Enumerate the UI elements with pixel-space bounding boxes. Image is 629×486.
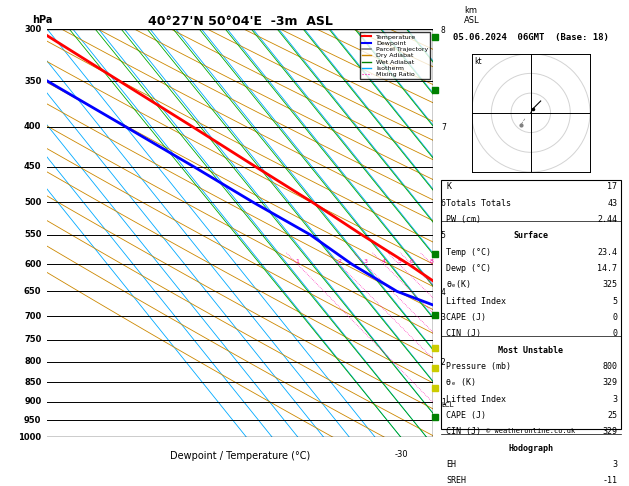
Text: 650: 650 xyxy=(24,287,42,296)
Text: Hodograph: Hodograph xyxy=(508,444,554,452)
Text: hPa: hPa xyxy=(31,15,52,25)
Text: 4: 4 xyxy=(382,259,386,264)
Text: 8: 8 xyxy=(430,259,434,264)
Text: 325: 325 xyxy=(602,280,617,289)
Text: 329: 329 xyxy=(602,378,617,387)
Text: 600: 600 xyxy=(24,260,42,269)
Text: 2.44: 2.44 xyxy=(597,215,617,224)
Text: 1000: 1000 xyxy=(18,433,42,442)
Text: 1: 1 xyxy=(296,259,299,264)
Text: SREH: SREH xyxy=(446,476,466,485)
Text: 900: 900 xyxy=(24,397,42,406)
Text: 329: 329 xyxy=(602,427,617,436)
Text: 800: 800 xyxy=(602,362,617,371)
Text: Dewp (°C): Dewp (°C) xyxy=(446,264,491,273)
Text: 43: 43 xyxy=(607,199,617,208)
Text: θₑ (K): θₑ (K) xyxy=(446,378,476,387)
Text: CAPE (J): CAPE (J) xyxy=(446,313,486,322)
Text: Totals Totals: Totals Totals xyxy=(446,199,511,208)
Text: Lifted Index: Lifted Index xyxy=(446,395,506,403)
Text: 300: 300 xyxy=(24,25,42,34)
Text: 850: 850 xyxy=(24,378,42,387)
Text: 17: 17 xyxy=(607,182,617,191)
Text: 500: 500 xyxy=(24,198,42,207)
Text: CAPE (J): CAPE (J) xyxy=(446,411,486,420)
Text: CIN (J): CIN (J) xyxy=(446,427,481,436)
Text: 800: 800 xyxy=(24,357,42,366)
Text: 450: 450 xyxy=(24,162,42,171)
X-axis label: Dewpoint / Temperature (°C): Dewpoint / Temperature (°C) xyxy=(170,451,310,461)
Text: -11: -11 xyxy=(602,476,617,485)
Text: kt: kt xyxy=(474,57,482,66)
Text: 5: 5 xyxy=(612,296,617,306)
Text: 05.06.2024  06GMT  (Base: 18): 05.06.2024 06GMT (Base: 18) xyxy=(453,33,609,42)
Title: 40°27'N 50°04'E  -3m  ASL: 40°27'N 50°04'E -3m ASL xyxy=(148,15,333,28)
Text: Temp (°C): Temp (°C) xyxy=(446,247,491,257)
Text: 400: 400 xyxy=(24,122,42,131)
Text: 0: 0 xyxy=(612,313,617,322)
Text: 550: 550 xyxy=(24,230,42,239)
Text: km
ASL: km ASL xyxy=(464,6,480,25)
Text: Most Unstable: Most Unstable xyxy=(498,346,564,355)
Text: 950: 950 xyxy=(24,416,42,424)
Text: θₑ(K): θₑ(K) xyxy=(446,280,471,289)
Text: CIN (J): CIN (J) xyxy=(446,329,481,338)
Text: 750: 750 xyxy=(24,335,42,345)
Text: 3: 3 xyxy=(612,395,617,403)
Text: Lifted Index: Lifted Index xyxy=(446,296,506,306)
Text: 350: 350 xyxy=(24,77,42,86)
Text: LCL: LCL xyxy=(441,402,454,408)
Text: 3: 3 xyxy=(612,460,617,469)
Text: 5: 5 xyxy=(397,259,401,264)
Text: 700: 700 xyxy=(24,312,42,321)
FancyBboxPatch shape xyxy=(441,180,621,429)
Text: Pressure (mb): Pressure (mb) xyxy=(446,362,511,371)
Legend: Temperature, Dewpoint, Parcel Trajectory, Dry Adiabat, Wet Adiabat, Isotherm, Mi: Temperature, Dewpoint, Parcel Trajectory… xyxy=(360,32,430,79)
Text: PW (cm): PW (cm) xyxy=(446,215,481,224)
Text: 23.4: 23.4 xyxy=(597,247,617,257)
Text: 14.7: 14.7 xyxy=(597,264,617,273)
Text: 6: 6 xyxy=(409,259,414,264)
Text: -30: -30 xyxy=(394,450,408,459)
Text: Surface: Surface xyxy=(513,231,548,240)
Text: EH: EH xyxy=(446,460,456,469)
Text: © weatheronline.co.uk: © weatheronline.co.uk xyxy=(486,428,576,434)
Text: 2: 2 xyxy=(337,259,342,264)
Text: 3: 3 xyxy=(363,259,367,264)
Text: 0: 0 xyxy=(612,329,617,338)
Text: K: K xyxy=(446,182,451,191)
Text: 25: 25 xyxy=(607,411,617,420)
